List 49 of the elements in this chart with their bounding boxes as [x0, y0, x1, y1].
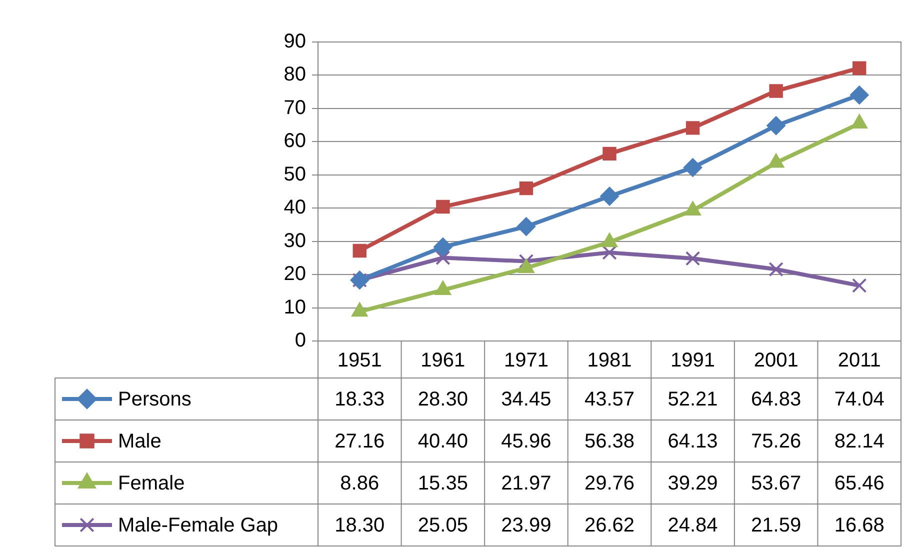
data-label: 16.68: [834, 514, 884, 537]
x-tick-label: 2011: [838, 350, 881, 372]
data-label: 24.84: [668, 514, 718, 537]
y-tick-label: 40: [284, 196, 306, 219]
data-label: 34.45: [501, 388, 552, 411]
x-tick-label: 1961: [420, 350, 466, 372]
data-label: 8.86: [340, 472, 380, 495]
data-label: 45.96: [501, 430, 552, 453]
x-tick-label: 2001: [754, 350, 798, 372]
data-label: 82.14: [834, 430, 884, 453]
data-label: 64.13: [668, 430, 718, 453]
y-tick-label: 70: [284, 96, 306, 119]
data-label: 74.04: [834, 388, 884, 411]
data-label: 56.38: [584, 430, 635, 453]
y-tick-label: 80: [284, 64, 306, 86]
data-label: 75.26: [751, 430, 802, 453]
data-label: 53.67: [751, 472, 802, 495]
x-tick-label: 1971: [504, 350, 548, 372]
data-label: 28.30: [418, 388, 468, 411]
data-label: 18.30: [334, 514, 385, 537]
x-tick-label: 1951: [337, 350, 382, 372]
data-label: 52.21: [668, 388, 718, 411]
data-label: 64.83: [751, 388, 802, 411]
legend-label: Male: [118, 430, 162, 453]
data-label: 26.62: [584, 514, 635, 537]
data-label: 27.16: [334, 430, 385, 453]
y-tick-label: 60: [284, 130, 306, 152]
y-tick-label: 0: [294, 330, 306, 352]
data-label: 21.59: [751, 514, 802, 537]
data-label: 40.40: [418, 430, 468, 453]
x-tick-label: 1981: [587, 350, 632, 372]
data-label: 15.35: [418, 472, 468, 495]
y-tick-label: 50: [284, 163, 306, 186]
y-tick-label: 10: [284, 296, 306, 318]
x-tick-label: 1991: [670, 350, 716, 372]
data-label: 65.46: [834, 472, 884, 495]
data-label: 29.76: [584, 472, 635, 495]
legend-label: Female: [118, 472, 185, 495]
legend-label: Male-Female Gap: [118, 514, 278, 537]
data-label: 18.33: [334, 388, 385, 411]
data-label: 23.99: [501, 514, 552, 537]
y-tick-label: 90: [284, 30, 306, 53]
data-label: 21.97: [501, 472, 552, 495]
data-label: 25.05: [418, 514, 468, 537]
legend-label: Persons: [118, 388, 192, 411]
data-label: 43.57: [584, 388, 635, 411]
data-label: 39.29: [668, 472, 718, 495]
y-tick-label: 20: [284, 263, 306, 286]
y-tick-label: 30: [284, 230, 306, 252]
